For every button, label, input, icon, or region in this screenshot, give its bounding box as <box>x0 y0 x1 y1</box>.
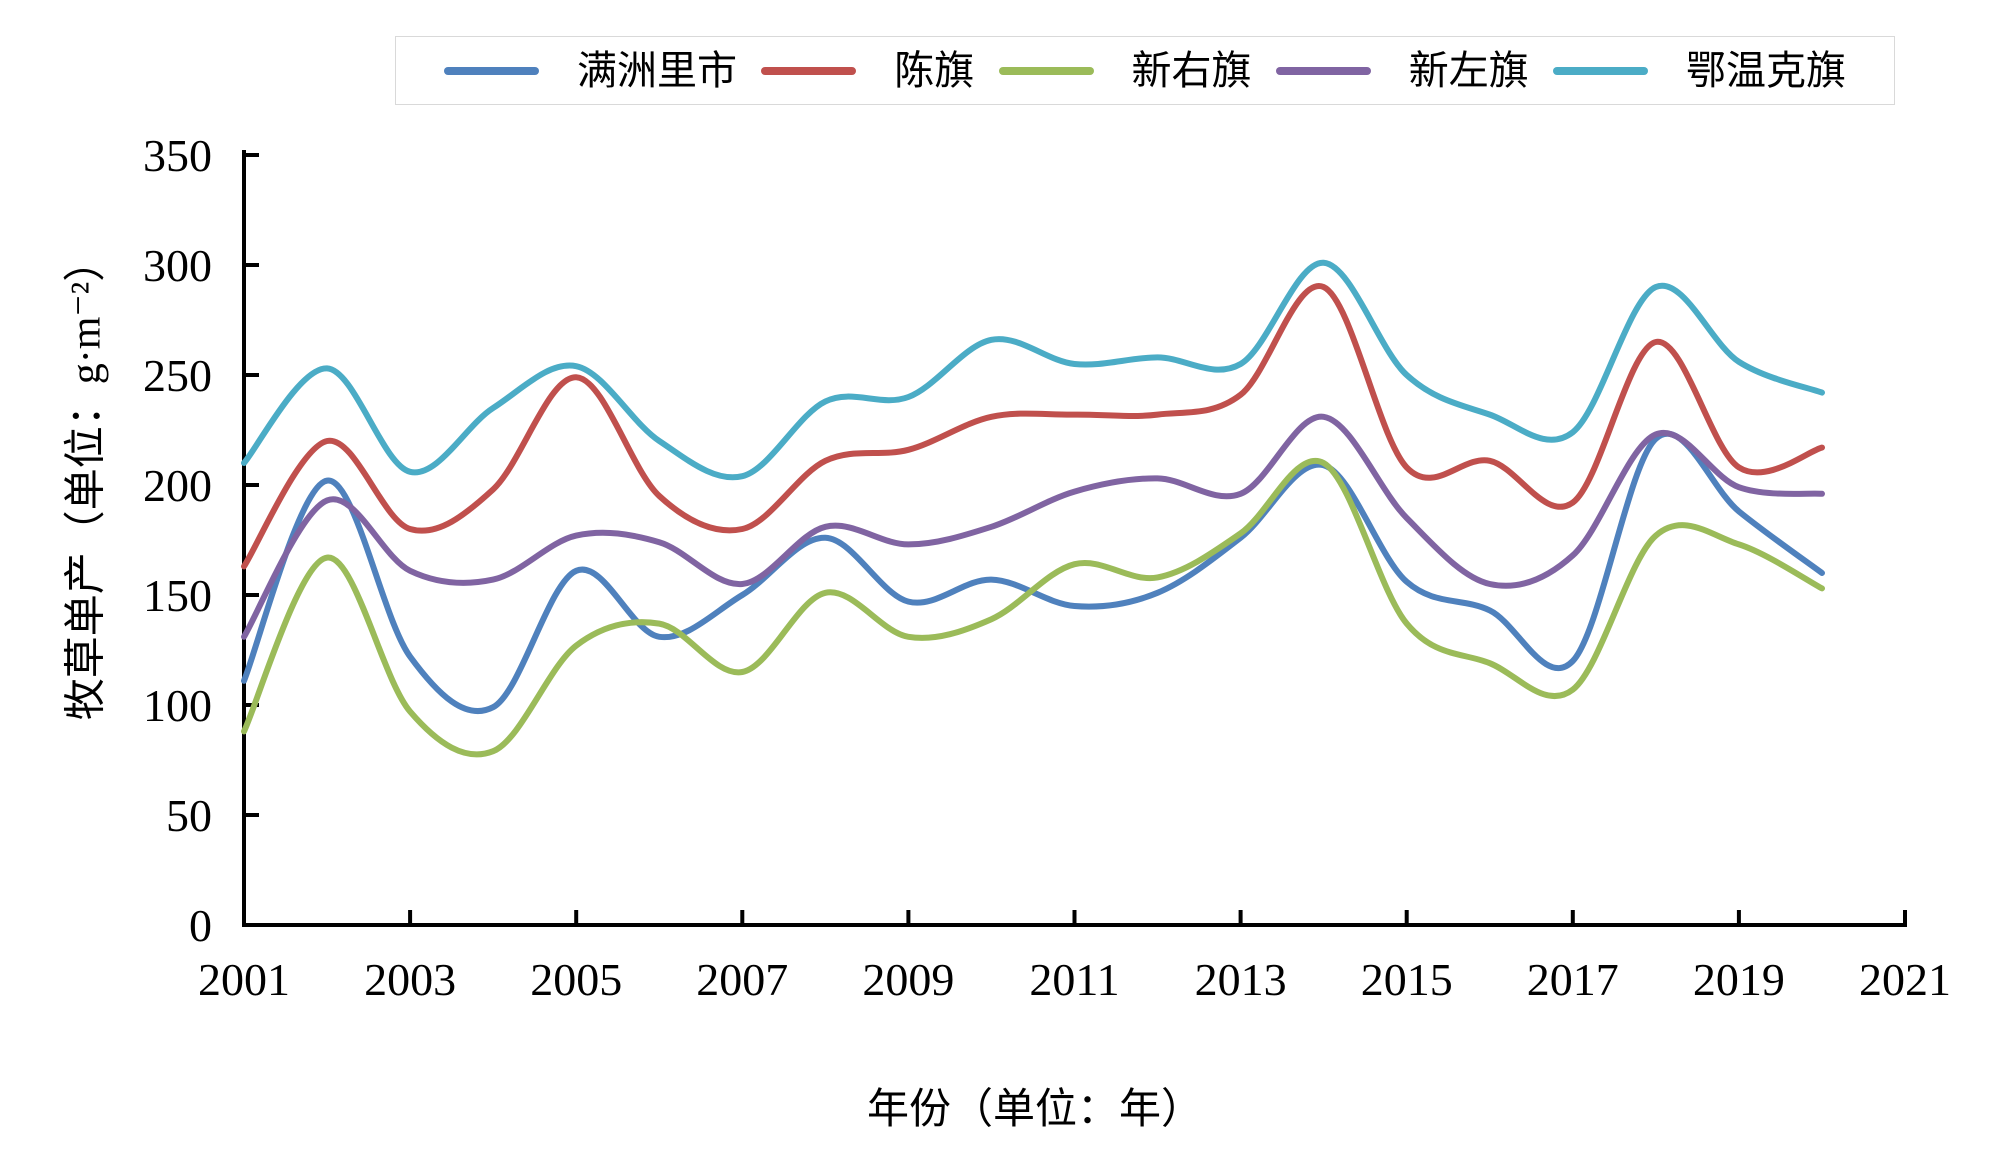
x-tick-label: 2005 <box>530 954 622 1005</box>
legend-swatch-1 <box>761 66 857 75</box>
x-tick-label: 2007 <box>696 954 788 1005</box>
x-tick-label: 2013 <box>1195 954 1287 1005</box>
x-tick-label: 2009 <box>862 954 954 1005</box>
legend-swatch-3 <box>1275 66 1371 75</box>
y-tick-label: 50 <box>166 790 212 841</box>
legend-swatch-0 <box>444 66 539 75</box>
legend-item-3: 新左旗 <box>1275 47 1529 93</box>
y-tick-label: 0 <box>189 900 212 951</box>
series-line-1 <box>241 283 1825 570</box>
y-axis-title: 牧草单产（单位：g·m⁻²） <box>63 239 110 721</box>
legend-label-0: 满洲里市 <box>577 47 737 93</box>
y-tick-label: 100 <box>143 680 212 731</box>
legend-label-3: 新左旗 <box>1408 47 1529 93</box>
y-tick-label: 150 <box>143 570 212 621</box>
y-tick-label: 200 <box>143 460 212 511</box>
series-line-0 <box>241 430 1825 715</box>
legend-item-2: 新右旗 <box>998 47 1252 93</box>
legend-item-4: 鄂温克旗 <box>1553 47 1846 93</box>
series-line-4 <box>241 259 1825 481</box>
series-line-2 <box>241 457 1825 758</box>
x-tick-label: 2017 <box>1527 954 1619 1005</box>
x-tick-label: 2003 <box>364 954 456 1005</box>
y-tick-label: 350 <box>143 130 212 181</box>
legend-label-1: 陈旗 <box>894 47 975 93</box>
x-tick-label: 2001 <box>198 954 290 1005</box>
series-line-3 <box>241 413 1825 640</box>
x-tick-label: 2015 <box>1361 954 1453 1005</box>
legend-swatch-2 <box>998 66 1094 75</box>
x-tick-label: 2011 <box>1029 954 1119 1005</box>
legend: 满洲里市 陈旗 新右旗 新左旗 鄂温克旗 <box>395 36 1895 105</box>
legend-item-1: 陈旗 <box>761 47 975 93</box>
legend-label-4: 鄂温克旗 <box>1686 47 1846 93</box>
legend-swatch-4 <box>1553 66 1648 75</box>
legend-label-2: 新右旗 <box>1131 47 1252 93</box>
x-axis-title: 年份（单位：年） <box>866 1087 1204 1133</box>
x-tick-label: 2021 <box>1859 954 1951 1005</box>
y-tick-label: 300 <box>143 240 212 291</box>
y-tick-label: 250 <box>143 350 212 401</box>
x-tick-label: 2019 <box>1693 954 1785 1005</box>
legend-item-0: 满洲里市 <box>444 47 737 93</box>
